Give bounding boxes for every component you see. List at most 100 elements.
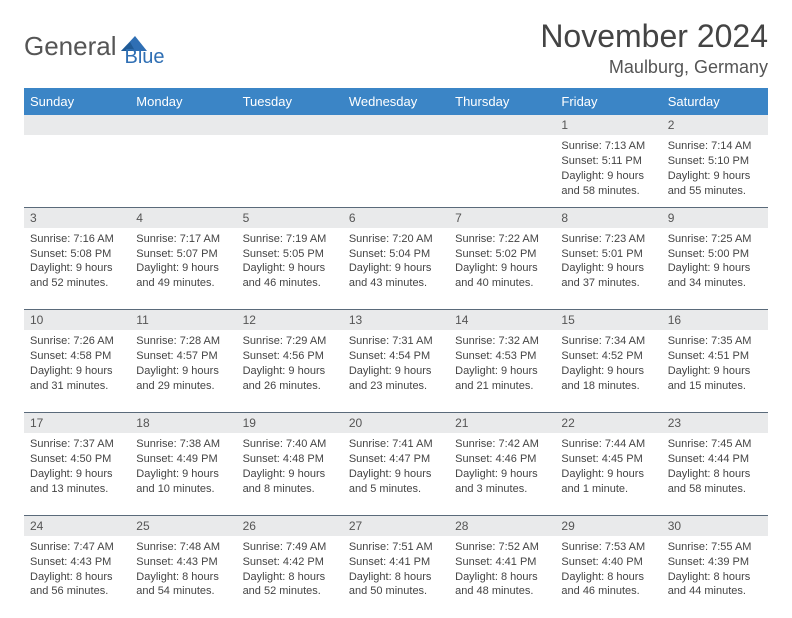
day-daylight2: and 46 minutes. (561, 584, 655, 599)
col-saturday: Saturday (662, 88, 768, 115)
day-sunset: Sunset: 4:41 PM (349, 555, 443, 570)
day-daylight1: Daylight: 9 hours (349, 364, 443, 379)
day-daylight1: Daylight: 9 hours (30, 261, 124, 276)
day-cell (449, 135, 555, 207)
day-cell: Sunrise: 7:35 AMSunset: 4:51 PMDaylight:… (662, 330, 768, 412)
day-daylight2: and 44 minutes. (668, 584, 762, 599)
day-content-row: Sunrise: 7:26 AMSunset: 4:58 PM Daylight:… (24, 330, 768, 412)
day-cell: Sunrise: 7:29 AMSunset: 4:56 PMDaylight:… (237, 330, 343, 412)
day-daylight2: and 58 minutes. (561, 184, 655, 199)
date-number: 6 (343, 207, 449, 228)
day-daylight1: Daylight: 9 hours (668, 364, 762, 379)
day-cell: Sunrise: 7:23 AMSunset: 5:01 PMDaylight:… (555, 228, 661, 310)
day-daylight2: and 13 minutes. (30, 482, 124, 497)
day-sunset: Sunset: 4:47 PM (349, 452, 443, 467)
day-sunrise: Sunrise: 7:35 AM (668, 334, 762, 349)
day-sunset: Sunset: 4:58 PM (30, 349, 124, 364)
day-sunset: Sunset: 4:46 PM (455, 452, 549, 467)
day-daylight2: and 34 minutes. (668, 276, 762, 291)
day-sunrise: Sunrise: 7:28 AM (136, 334, 230, 349)
day-cell: Sunrise: 7:38 AMSunset: 4:49 PMDaylight:… (130, 433, 236, 515)
day-sunrise: Sunrise: 7:44 AM (561, 437, 655, 452)
day-daylight1: Daylight: 9 hours (561, 169, 655, 184)
location: Maulburg, Germany (540, 57, 768, 78)
date-number (449, 115, 555, 135)
date-number: 30 (662, 515, 768, 536)
day-sunset: Sunset: 5:08 PM (30, 247, 124, 262)
day-daylight1: Daylight: 9 hours (561, 364, 655, 379)
day-daylight2: and 15 minutes. (668, 379, 762, 394)
day-sunrise: Sunrise: 7:34 AM (561, 334, 655, 349)
day-daylight1: Daylight: 8 hours (136, 570, 230, 585)
day-daylight1: Daylight: 9 hours (561, 467, 655, 482)
day-cell (237, 135, 343, 207)
day-cell: Sunrise: 7:22 AMSunset: 5:02 PMDaylight:… (449, 228, 555, 310)
day-daylight2: and 56 minutes. (30, 584, 124, 599)
day-daylight1: Daylight: 8 hours (455, 570, 549, 585)
date-number: 15 (555, 310, 661, 331)
day-daylight2: and 5 minutes. (349, 482, 443, 497)
col-sunday: Sunday (24, 88, 130, 115)
day-daylight2: and 29 minutes. (136, 379, 230, 394)
day-sunrise: Sunrise: 7:47 AM (30, 540, 124, 555)
day-sunset: Sunset: 4:56 PM (243, 349, 337, 364)
date-number-row: 3456789 (24, 207, 768, 228)
day-cell: Sunrise: 7:53 AMSunset: 4:40 PMDaylight:… (555, 536, 661, 618)
date-number: 5 (237, 207, 343, 228)
date-number: 24 (24, 515, 130, 536)
day-cell: Sunrise: 7:37 AMSunset: 4:50 PMDaylight:… (24, 433, 130, 515)
day-cell (130, 135, 236, 207)
day-cell: Sunrise: 7:16 AMSunset: 5:08 PMDaylight:… (24, 228, 130, 310)
day-daylight2: and 26 minutes. (243, 379, 337, 394)
title-area: November 2024 Maulburg, Germany (540, 18, 768, 78)
day-cell: Sunrise: 7:19 AMSunset: 5:05 PMDaylight:… (237, 228, 343, 310)
day-sunset: Sunset: 4:48 PM (243, 452, 337, 467)
day-daylight1: Daylight: 8 hours (243, 570, 337, 585)
date-number: 23 (662, 412, 768, 433)
date-number (130, 115, 236, 135)
day-cell: Sunrise: 7:28 AMSunset: 4:57 PMDaylight:… (130, 330, 236, 412)
day-cell: Sunrise: 7:40 AMSunset: 4:48 PMDaylight:… (237, 433, 343, 515)
day-daylight1: Daylight: 9 hours (668, 169, 762, 184)
calendar-table: Sunday Monday Tuesday Wednesday Thursday… (24, 88, 768, 618)
day-sunrise: Sunrise: 7:25 AM (668, 232, 762, 247)
day-sunset: Sunset: 4:43 PM (136, 555, 230, 570)
day-daylight1: Daylight: 9 hours (136, 467, 230, 482)
col-thursday: Thursday (449, 88, 555, 115)
day-sunrise: Sunrise: 7:49 AM (243, 540, 337, 555)
day-sunrise: Sunrise: 7:19 AM (243, 232, 337, 247)
date-number: 7 (449, 207, 555, 228)
day-cell: Sunrise: 7:55 AMSunset: 4:39 PMDaylight:… (662, 536, 768, 618)
date-number: 13 (343, 310, 449, 331)
day-daylight2: and 18 minutes. (561, 379, 655, 394)
day-sunrise: Sunrise: 7:32 AM (455, 334, 549, 349)
day-daylight1: Daylight: 9 hours (561, 261, 655, 276)
date-number: 29 (555, 515, 661, 536)
day-sunset: Sunset: 5:01 PM (561, 247, 655, 262)
day-sunset: Sunset: 4:44 PM (668, 452, 762, 467)
col-friday: Friday (555, 88, 661, 115)
date-number: 1 (555, 115, 661, 135)
day-daylight1: Daylight: 8 hours (30, 570, 124, 585)
day-daylight1: Daylight: 9 hours (455, 467, 549, 482)
day-sunset: Sunset: 4:51 PM (668, 349, 762, 364)
day-daylight1: Daylight: 9 hours (668, 261, 762, 276)
day-daylight1: Daylight: 8 hours (349, 570, 443, 585)
col-tuesday: Tuesday (237, 88, 343, 115)
date-number: 20 (343, 412, 449, 433)
day-sunset: Sunset: 5:10 PM (668, 154, 762, 169)
date-number: 14 (449, 310, 555, 331)
day-daylight2: and 3 minutes. (455, 482, 549, 497)
day-daylight1: Daylight: 9 hours (243, 364, 337, 379)
day-content-row: Sunrise: 7:16 AMSunset: 5:08 PMDaylight:… (24, 228, 768, 310)
day-daylight2: and 10 minutes. (136, 482, 230, 497)
day-sunset: Sunset: 4:57 PM (136, 349, 230, 364)
day-daylight2: and 58 minutes. (668, 482, 762, 497)
day-sunrise: Sunrise: 7:26 AM (30, 334, 124, 349)
day-sunrise: Sunrise: 7:13 AM (561, 139, 655, 154)
date-number: 21 (449, 412, 555, 433)
day-sunset: Sunset: 4:45 PM (561, 452, 655, 467)
day-cell: Sunrise: 7:48 AMSunset: 4:43 PMDaylight:… (130, 536, 236, 618)
day-sunrise: Sunrise: 7:55 AM (668, 540, 762, 555)
day-sunset: Sunset: 5:05 PM (243, 247, 337, 262)
